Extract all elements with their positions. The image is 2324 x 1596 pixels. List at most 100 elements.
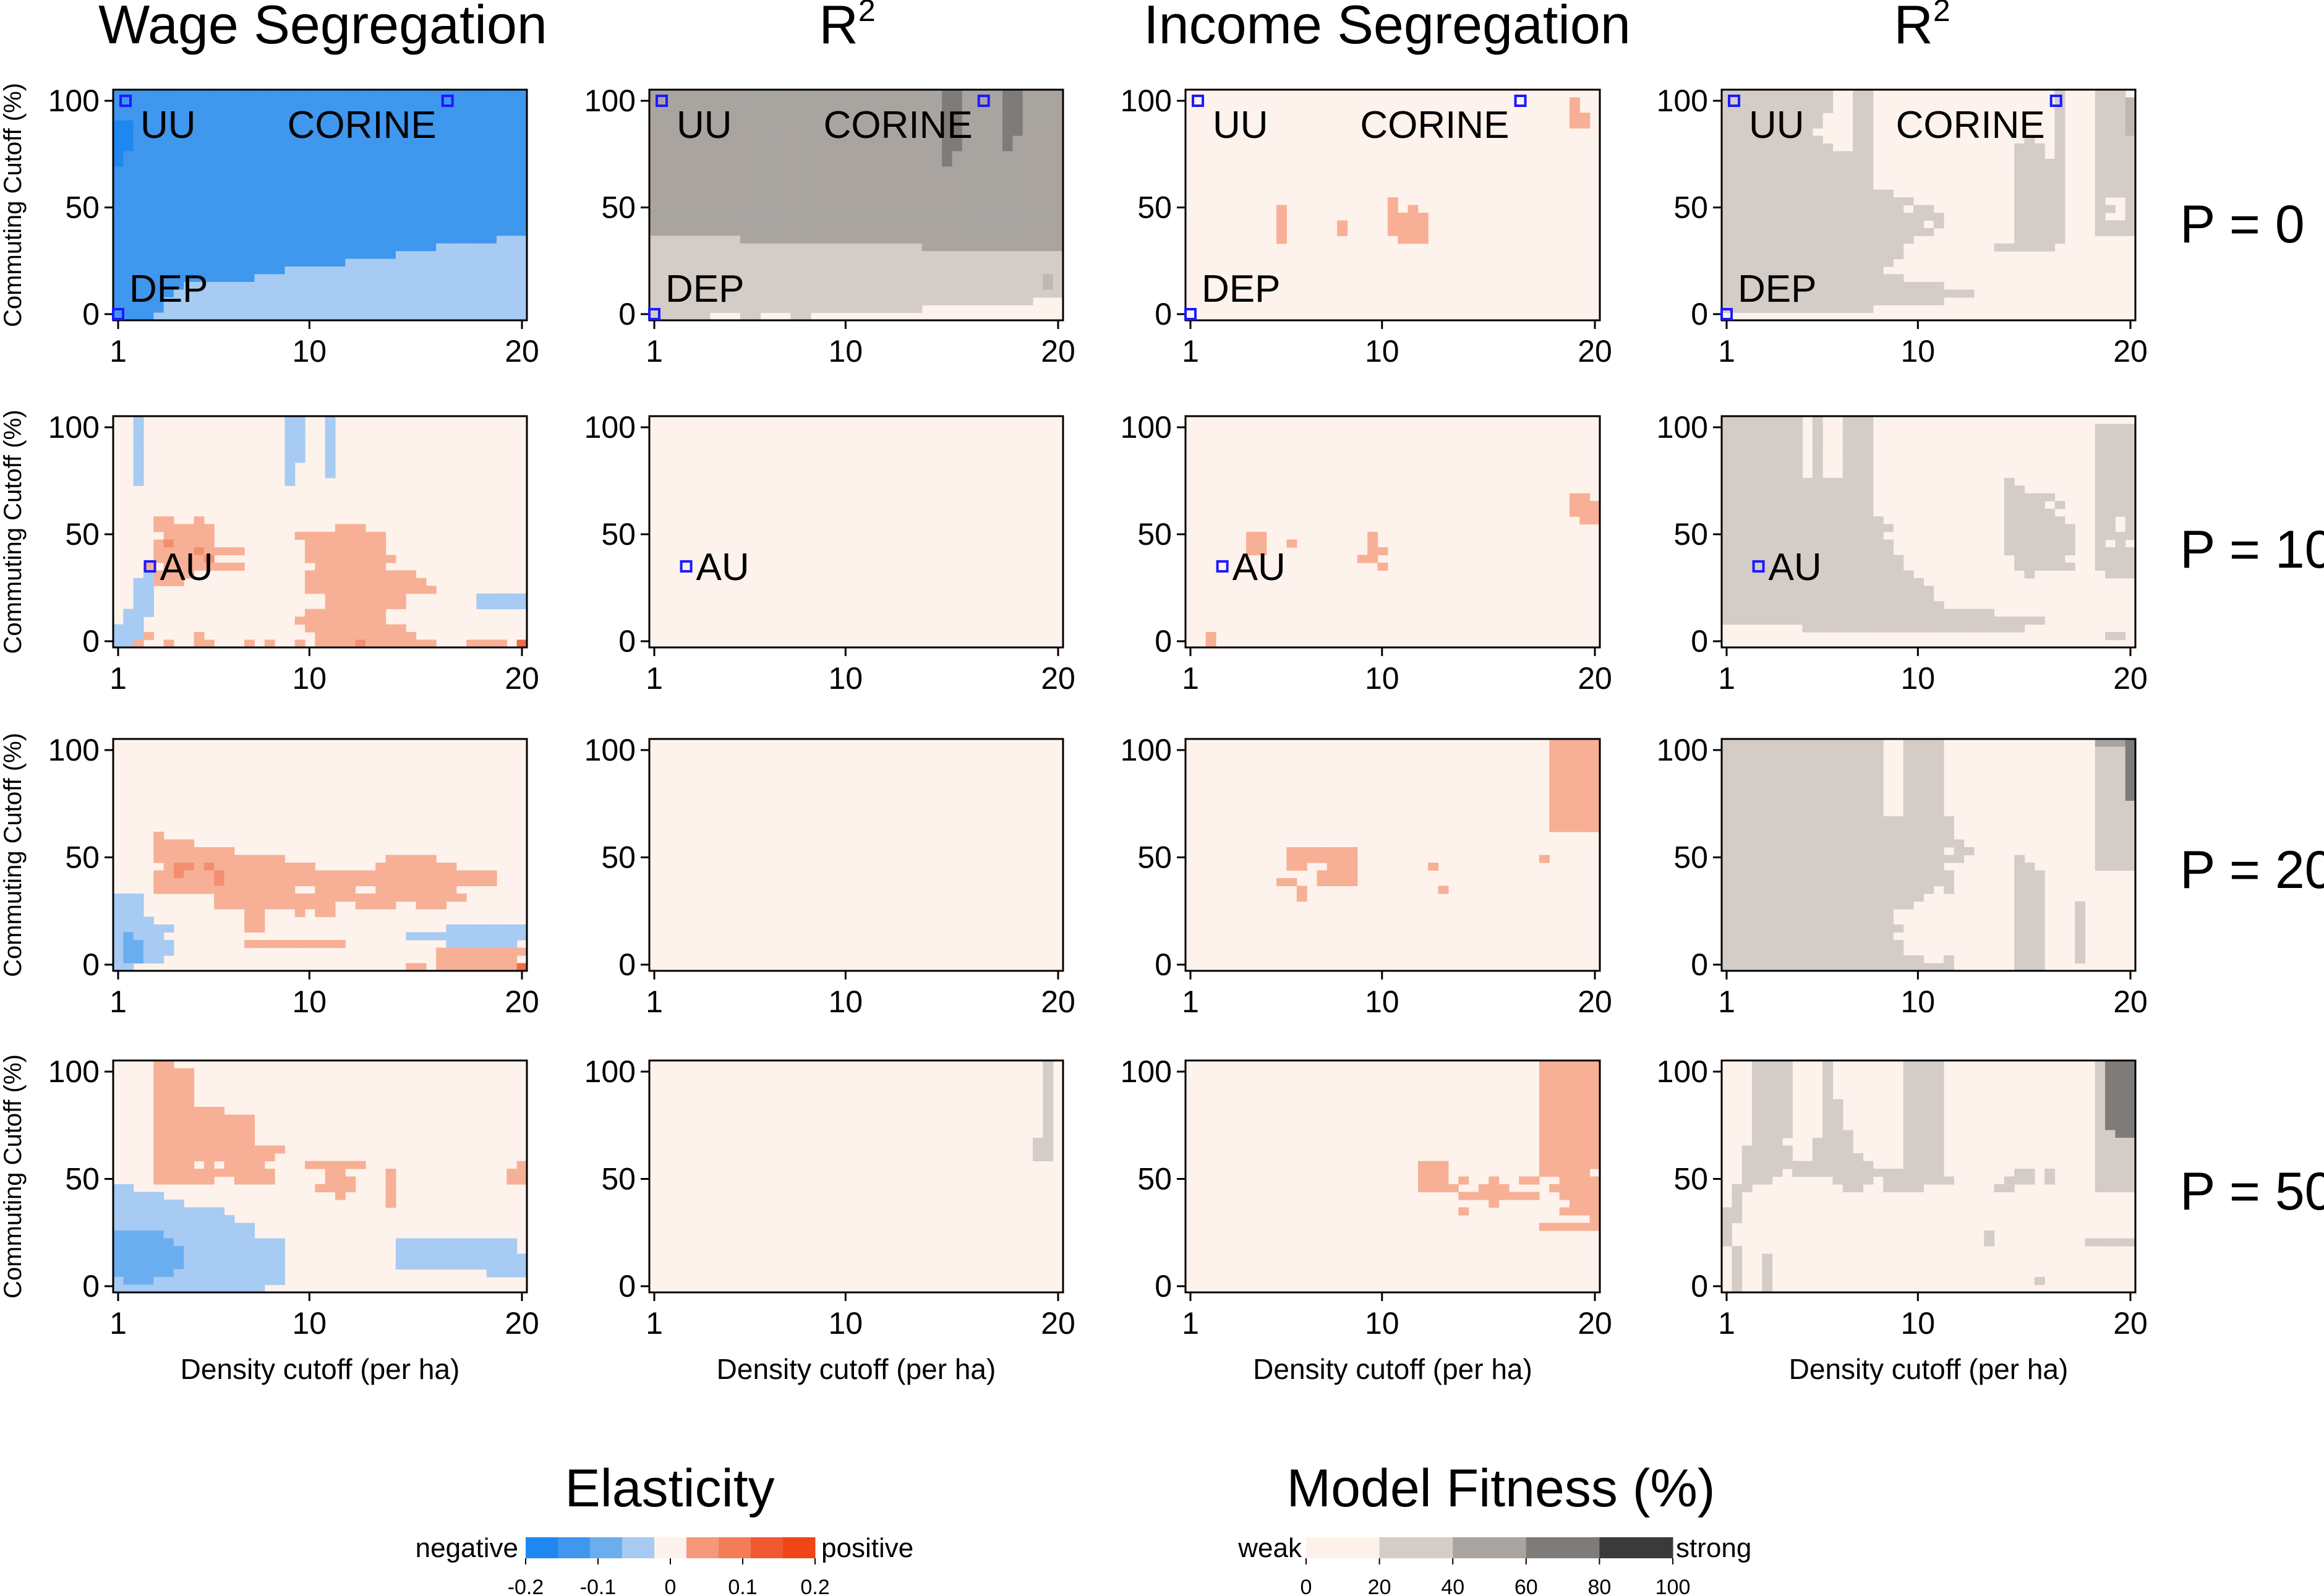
heat-cell <box>1438 885 1449 894</box>
heat-cell <box>931 143 942 152</box>
y-tick-label: 0 <box>82 624 100 659</box>
heat-cell <box>305 305 315 314</box>
heat-cell <box>730 158 741 167</box>
heat-cell <box>254 243 265 252</box>
heat-cell <box>305 870 315 879</box>
heat-cell <box>375 189 387 198</box>
heat-cell <box>1772 770 1783 779</box>
heat-cell <box>406 894 417 902</box>
heat-cell <box>446 174 457 182</box>
heat-cell <box>2044 174 2056 182</box>
heat-cell <box>153 212 164 221</box>
heat-cell <box>315 870 326 879</box>
heat-cell <box>1903 608 1914 617</box>
heat-cell <box>1863 151 1874 160</box>
heat-cell <box>1863 220 1874 229</box>
heat-cell <box>1732 477 1743 486</box>
heat-cell <box>790 220 801 229</box>
heat-cell <box>325 274 336 283</box>
heat-cell <box>203 870 215 879</box>
heat-cell <box>375 289 387 298</box>
heat-cell <box>1559 816 1570 825</box>
heat-cell <box>942 197 953 206</box>
heat-cell <box>962 251 973 260</box>
heat-cell <box>1722 236 1732 244</box>
heat-cell <box>345 182 356 190</box>
marker-label-dep: DEP <box>129 268 208 310</box>
heat-cell <box>952 274 963 283</box>
heat-cell <box>1762 532 1773 540</box>
heat-cell <box>315 624 326 633</box>
heat-cell <box>1853 586 1864 594</box>
heat-cell <box>821 197 832 206</box>
heat-cell <box>466 258 477 267</box>
heat-cell <box>476 940 487 949</box>
heat-cell <box>740 297 751 305</box>
heat-cell <box>244 305 255 314</box>
heat-cell <box>1782 197 1793 206</box>
heat-cell <box>1832 228 1843 236</box>
heat-cell <box>335 274 346 283</box>
heat-cell <box>669 158 680 167</box>
heat-cell <box>1903 236 1914 244</box>
heat-cell <box>1559 739 1570 748</box>
heat-cell <box>446 128 457 137</box>
heat-cell <box>1792 839 1803 848</box>
heat-cell <box>2105 524 2116 532</box>
heat-cell <box>123 166 134 175</box>
x-tick-label: 1 <box>109 334 127 369</box>
heat-cell <box>931 205 942 213</box>
heat-cell <box>436 894 447 902</box>
heat-cell <box>365 266 376 275</box>
heat-cell <box>1022 197 1033 206</box>
heat-cell <box>1722 151 1732 160</box>
heat-cell <box>831 212 842 221</box>
heat-cell <box>1943 608 1954 617</box>
heat-cell <box>203 251 215 260</box>
heat-cell <box>284 878 296 887</box>
heat-cell <box>1043 151 1054 160</box>
heat-cell <box>506 924 518 933</box>
heat-cell <box>770 143 781 152</box>
heat-cell <box>2024 158 2035 167</box>
heat-cell <box>1863 197 1874 206</box>
heat-cell <box>2095 770 2106 779</box>
heat-cell <box>871 90 882 98</box>
heat-cell <box>375 885 387 894</box>
heat-cell <box>690 120 701 129</box>
heat-cell <box>305 251 315 260</box>
heat-cell <box>275 212 285 221</box>
heat-cell <box>244 97 255 106</box>
heat-cell <box>1732 151 1743 160</box>
heat-cell <box>720 90 731 98</box>
heat-cell <box>1802 593 1813 602</box>
heat-cell <box>1842 212 1853 221</box>
heat-cell <box>1337 878 1348 887</box>
heat-cell <box>1802 493 1813 501</box>
heat-cell <box>153 182 164 190</box>
heat-cell <box>275 297 285 305</box>
heat-cell <box>224 174 235 182</box>
heat-cell <box>942 281 953 290</box>
heat-cell <box>1022 143 1033 152</box>
heat-cell <box>750 212 761 221</box>
heat-cell <box>355 593 366 602</box>
heat-cell <box>224 90 235 98</box>
heat-cell <box>315 212 326 221</box>
heat-cell <box>649 113 660 121</box>
heat-cell <box>153 839 164 848</box>
heat-cell <box>406 586 417 594</box>
heat-cell <box>982 113 993 121</box>
heat-cell <box>1792 416 1803 425</box>
heat-cell <box>1873 228 1884 236</box>
heat-cell <box>1792 754 1803 763</box>
heat-cell <box>123 624 134 633</box>
heat-cell <box>335 166 346 175</box>
heat-cell <box>425 151 437 160</box>
heat-cell <box>1933 839 1944 848</box>
heat-cell <box>1741 174 1753 182</box>
heat-cell <box>1033 143 1043 152</box>
heat-cell <box>1741 593 1753 602</box>
heat-cell <box>395 312 406 321</box>
